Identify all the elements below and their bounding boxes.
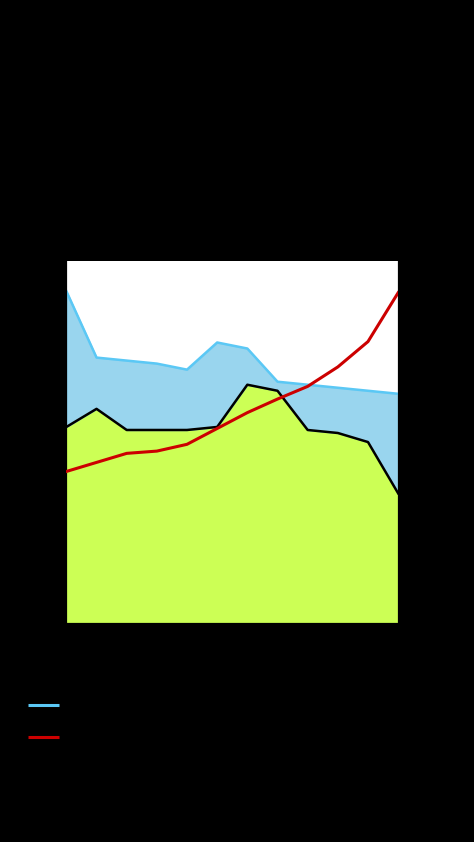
Text: Immigration*: Immigration* xyxy=(67,700,137,710)
Text: Pearson r: Pearson r xyxy=(356,634,405,644)
Text: ***: *** xyxy=(372,701,385,709)
Text: ***: *** xyxy=(230,733,244,742)
Text: -0.6049: -0.6049 xyxy=(323,700,363,710)
X-axis label: Year: Year xyxy=(219,662,245,674)
Y-axis label: New Residents in Toronto: New Residents in Toronto xyxy=(6,376,16,508)
Text: ***: *** xyxy=(372,668,385,677)
Text: ***: *** xyxy=(372,733,385,742)
Text: *Statistics Canada (CANSIM): *Statistics Canada (CANSIM) xyxy=(23,758,151,767)
Text: ***: *** xyxy=(230,668,244,677)
Text: *** Statistically significant correlation: *** Statistically significant correlatio… xyxy=(23,812,193,821)
Text: Average Residential Price#: Average Residential Price# xyxy=(67,732,209,742)
Text: Net Migration*: Net Migration* xyxy=(67,668,144,678)
Text: -0.8330: -0.8330 xyxy=(323,668,363,678)
Text: 0.9592: 0.9592 xyxy=(327,732,363,742)
Text: #CMHC: #CMHC xyxy=(23,785,58,794)
Text: -0.6000: -0.6000 xyxy=(182,700,222,710)
Text: -0.8909: -0.8909 xyxy=(182,668,222,678)
Text: Spearman r: Spearman r xyxy=(209,634,270,644)
Y-axis label: Average Price ($): Average Price ($) xyxy=(448,397,459,487)
Text: Immigration to Toronto and Housing Prices (2005-2016): Immigration to Toronto and Housing Price… xyxy=(73,227,401,240)
Text: 1.000: 1.000 xyxy=(192,732,222,742)
